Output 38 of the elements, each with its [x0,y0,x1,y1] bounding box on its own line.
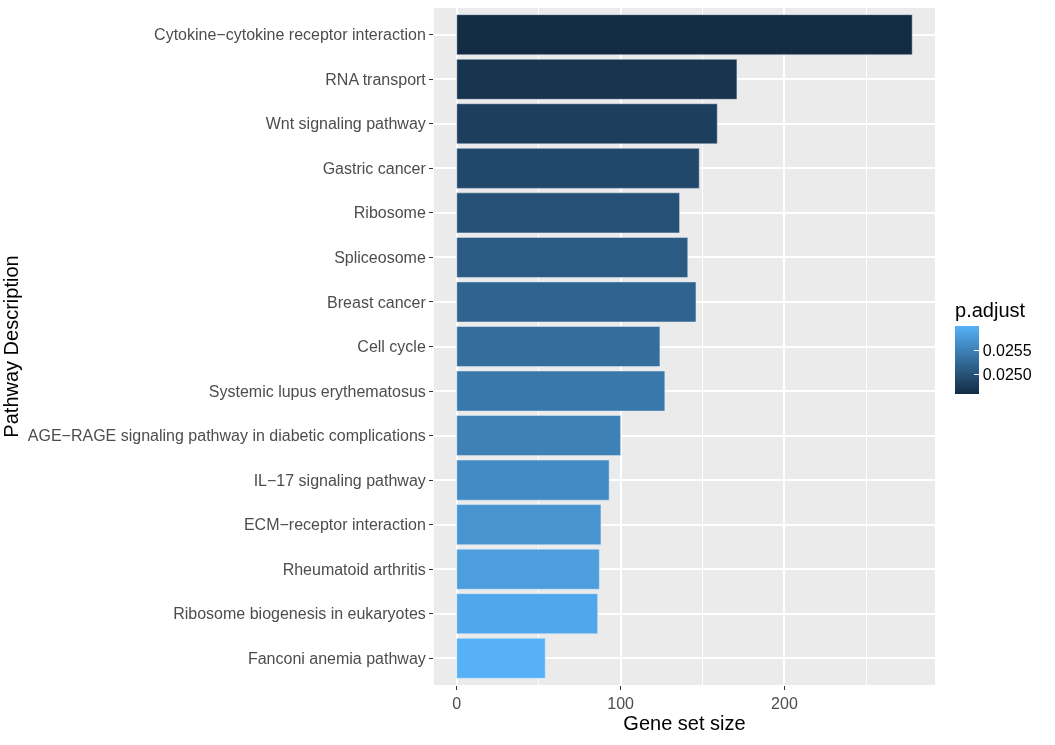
color-bar-label: 0.0250 [982,366,1032,384]
bar [456,593,598,635]
bar [456,548,600,590]
bar [456,192,680,234]
y-tick-label: Cell cycle [357,338,426,356]
bar [456,103,718,145]
bar [456,326,661,367]
x-tick-label: 0 [452,695,462,713]
color-bar-title: p.adjust [955,299,1026,321]
y-axis-title: Pathway Description [0,255,22,438]
y-tick-label: Spliceosome [334,249,426,267]
bar [456,237,689,278]
y-tick-label: Fanconi anemia pathway [247,649,426,667]
bar [456,14,913,56]
bar [456,637,546,679]
y-tick-label: Ribosome [353,204,426,222]
bar [456,58,738,100]
y-tick-label: ECM−receptor interaction [243,516,426,534]
color-bar-label: 0.0255 [982,341,1032,359]
bar [456,281,697,323]
bar [456,459,610,501]
bar [456,148,700,189]
y-tick-label: Systemic lupus erythematosus [208,382,426,400]
bar [456,504,602,545]
x-tick-label: 100 [607,695,635,713]
y-tick-label: Wnt signaling pathway [265,115,426,133]
y-tick-label: RNA transport [325,70,427,88]
x-tick-label: 200 [771,695,798,713]
y-tick-label: AGE−RAGE signaling pathway in diabetic complications [27,427,426,445]
x-axis-title: Gene set size [623,712,746,735]
y-tick-label: Rheumatoid arthritis [282,560,426,578]
bar [456,415,621,456]
y-tick-label: Cytokine−cytokine receptor interaction [154,26,426,44]
y-tick-label: Breast cancer [327,293,427,311]
bar [456,370,666,412]
y-tick-label: Gastric cancer [322,159,427,177]
y-tick-label: Ribosome biogenesis in eukaryotes [173,605,426,623]
y-tick-label: IL−17 signaling pathway [253,471,426,489]
